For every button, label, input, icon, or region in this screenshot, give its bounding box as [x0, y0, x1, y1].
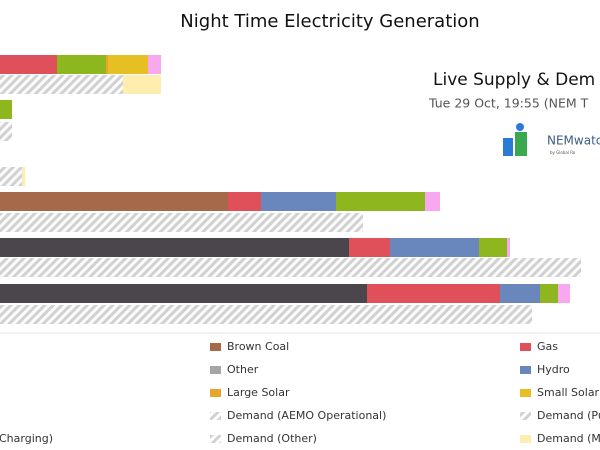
bar-segment	[228, 192, 261, 211]
legend-swatch	[210, 366, 221, 374]
bar-segment	[349, 238, 390, 257]
logo-icon	[503, 123, 527, 156]
legend-label: Gas	[537, 340, 558, 353]
bar-segment	[123, 75, 161, 94]
bar-segment	[0, 284, 367, 303]
bar-segment	[0, 238, 349, 257]
bar-hatch	[0, 305, 532, 324]
bar-segment	[0, 192, 228, 211]
legend-hatch	[210, 412, 221, 420]
bar-segment	[0, 55, 57, 74]
legend-hatch	[210, 435, 221, 443]
legend-swatch	[520, 435, 531, 443]
legend-label: Small Solar	[537, 386, 600, 399]
bar-hatch	[0, 122, 12, 141]
bar-segment	[0, 100, 12, 119]
bar-segment	[390, 238, 479, 257]
chart-title: Night Time Electricity Generation	[180, 11, 479, 32]
logo-text: NEMwatc	[547, 134, 600, 148]
bar-segment	[22, 167, 25, 186]
bar-segment	[558, 284, 570, 303]
legend-label: Charging)	[0, 432, 53, 445]
legend-label: Brown Coal	[227, 340, 289, 353]
bar-segment	[507, 238, 510, 257]
date: Tue 29 Oct, 19:55 (NEM T	[428, 96, 589, 111]
bar-segment	[367, 284, 500, 303]
bar-segment	[57, 55, 106, 74]
legend-label: Demand (Pur	[537, 409, 600, 422]
legend-label: Hydro	[537, 363, 570, 376]
legend-swatch	[210, 389, 221, 397]
legend-swatch	[520, 389, 531, 397]
subtitle: Live Supply & Dem	[433, 70, 595, 90]
bar-segment	[336, 192, 425, 211]
bar-segment	[106, 55, 108, 74]
legend-swatch	[210, 343, 221, 351]
legend-label: Demand (Other)	[227, 432, 317, 445]
legend-label: Demand (Me	[537, 432, 600, 445]
bar-hatch	[0, 167, 22, 186]
logo-subtext: by Global Ro	[550, 150, 576, 155]
bar-segment	[261, 192, 336, 211]
legend-hatch	[520, 412, 531, 420]
legend-label: Large Solar	[227, 386, 290, 399]
bar-segment	[148, 55, 161, 74]
bar-segment	[500, 284, 540, 303]
bar-segment	[540, 284, 558, 303]
legend-swatch	[520, 343, 531, 351]
bar-hatch	[0, 258, 581, 277]
bar-segment	[108, 55, 148, 74]
bar-hatch	[0, 213, 363, 232]
legend-label: Other	[227, 363, 259, 376]
bar-segment	[425, 192, 440, 211]
bar-segment	[479, 238, 507, 257]
legend-label: Demand (AEMO Operational)	[227, 409, 386, 422]
bar-hatch	[0, 75, 123, 94]
legend-swatch	[520, 366, 531, 374]
